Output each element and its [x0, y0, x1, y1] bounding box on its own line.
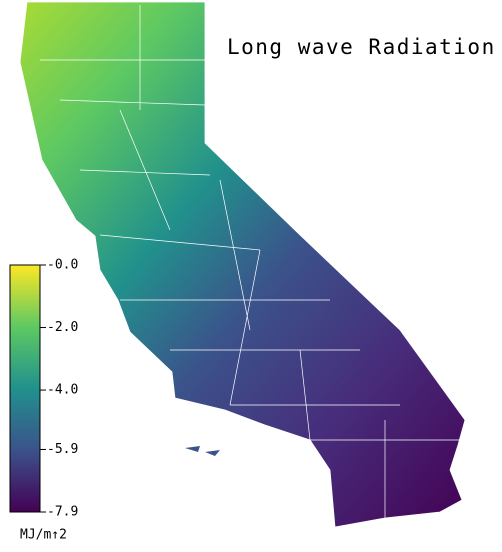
colorbar-tick-label: -4.0 [47, 383, 78, 398]
county-lines [40, 5, 460, 518]
california-map [19, 1, 466, 528]
colorbar: -0.0 -2.0 -4.0 -5.9 -7.9 [9, 258, 78, 520]
colorbar-tick-label: -2.0 [47, 320, 78, 335]
colorbar-ramp [9, 264, 41, 513]
colorbar-tick-label: -0.0 [47, 258, 78, 273]
colorbar-tick-label: -5.9 [47, 442, 78, 457]
colorbar-unit: MJ/m↑2 [20, 528, 67, 543]
state-shape [19, 1, 466, 528]
islands [185, 446, 220, 456]
colorbar-tick-label: -7.9 [47, 505, 78, 520]
map-title: Long wave Radiation [227, 35, 496, 59]
